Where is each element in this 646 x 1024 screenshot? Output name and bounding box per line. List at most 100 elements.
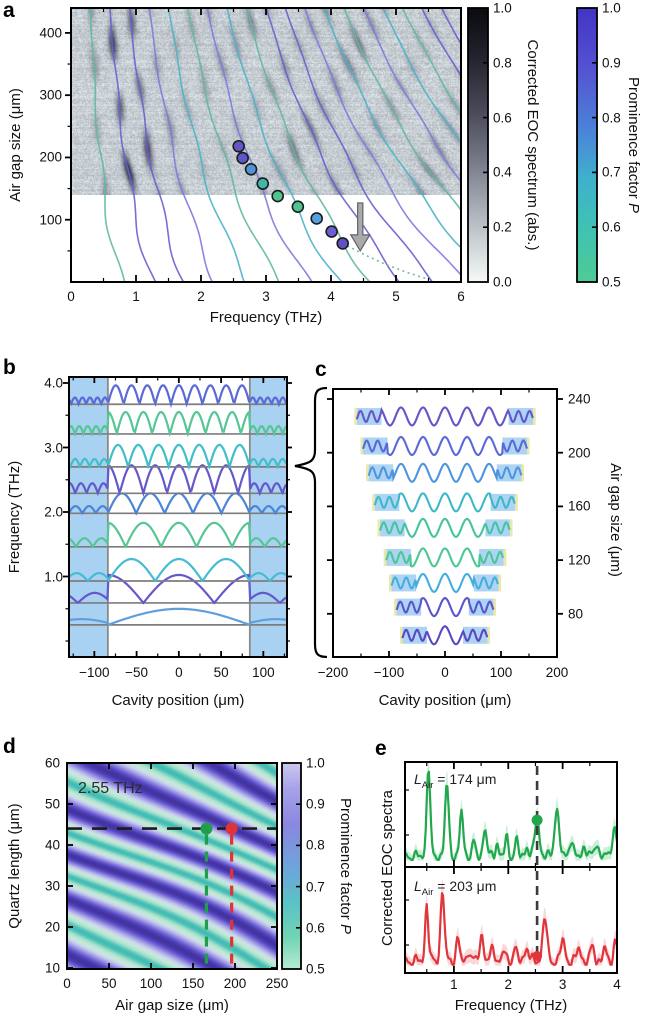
mirror-outer-edge xyxy=(503,548,507,566)
mirror-outer-edge xyxy=(399,626,403,644)
spectrum xyxy=(405,878,617,966)
mirror-outer-edge xyxy=(527,437,530,455)
panel-e-bottom-spectrum-label: LAir = 203 μm xyxy=(414,878,496,898)
panel-b-x-tick: −50 xyxy=(125,665,149,680)
panel-b-right-mirror-region xyxy=(249,377,287,657)
panel-c-x-tick: 0 xyxy=(441,665,449,680)
resonance-branch xyxy=(284,8,434,282)
panel-d-colorbar-label-symbol: P xyxy=(337,923,354,934)
cavity-mode-wave xyxy=(367,462,523,483)
panel-d-ticks xyxy=(66,762,278,969)
prominence-dot xyxy=(236,151,249,165)
cavity-mode-profile xyxy=(67,443,288,471)
colorbar-prominence-tick: 0.5 xyxy=(602,274,621,290)
panel-c-x-tick: 200 xyxy=(545,665,569,680)
cavity-mode-profile xyxy=(67,384,288,409)
colorbar-eoc-tick: 0.6 xyxy=(493,109,512,125)
cavity-mode-profile xyxy=(68,573,287,605)
panel-d-label: d xyxy=(3,735,16,758)
spectrum-line xyxy=(405,892,617,966)
panel-a-x-tick: 5 xyxy=(392,289,400,304)
air-length-subscript: Air xyxy=(421,779,434,791)
mirror-outer-edge xyxy=(360,437,363,455)
colorbar-eoc-tick: 0.8 xyxy=(493,55,512,71)
colorbar-prominence-frame xyxy=(576,7,598,283)
panel-d-colorbar-label: Prominence factor P xyxy=(334,716,356,1016)
resonance-branch xyxy=(226,8,344,282)
panel-d-frequency-annotation: 2.55 THz xyxy=(78,780,143,797)
panel-a-mode-branches xyxy=(89,8,461,282)
mirror-outer-edge xyxy=(533,407,536,425)
mirror-outer-edge xyxy=(366,464,369,482)
resonance-branch xyxy=(362,8,461,183)
panel-c-y-tick: 160 xyxy=(568,498,591,514)
panel-c-mode-rows xyxy=(354,406,536,646)
panel-d-x-tick: 0 xyxy=(63,976,71,991)
panel-d-colorbar-tick: 0.8 xyxy=(306,837,325,853)
panel-c-y-tick: 240 xyxy=(568,391,591,407)
cavity-mode-wave xyxy=(390,572,499,593)
mirror-outer-edge xyxy=(521,464,524,482)
air-length-symbol: L xyxy=(414,878,422,894)
colorbar-eoc-frame xyxy=(467,7,489,283)
panel-a-x-tick: 1 xyxy=(132,289,140,304)
panel-a-x-tick: 6 xyxy=(457,289,465,304)
prominence-dot xyxy=(232,139,245,153)
colorbar-prominence-tick: 0.9 xyxy=(602,55,621,71)
panel-a-y-axis-label: Air gap size (μm) xyxy=(7,88,24,202)
panel-d-y-axis-label: Quartz length (μm) xyxy=(6,803,23,929)
colorbar-eoc xyxy=(468,8,488,282)
panel-d-x-tick: 100 xyxy=(139,976,163,991)
panel-c-x-tick: −100 xyxy=(373,665,405,680)
panel-a-x-axis-label: Frequency (THz) xyxy=(209,309,323,326)
panel-a-noise-heatmap xyxy=(71,8,461,195)
mirror-outer-edge xyxy=(509,519,513,537)
colorbar-eoc-label: Corrected EOC spectrum (abs.) xyxy=(524,39,541,251)
prominence-dot xyxy=(310,212,324,225)
panel-b-y-tick: 3.0 xyxy=(44,439,63,455)
resonance-branch xyxy=(440,8,461,46)
mirror-outer-edge xyxy=(487,626,491,644)
green-operating-point-dot xyxy=(200,822,213,835)
panel-d-y-tick: 10 xyxy=(44,960,60,976)
spectrum-line xyxy=(405,770,617,861)
panel-d-y-tick: 20 xyxy=(44,919,60,935)
panel-a-x-tick: 0 xyxy=(67,289,75,304)
resonance-branch xyxy=(401,8,461,115)
mirror-outer-edge xyxy=(383,548,387,566)
panel-d-x-tick: 50 xyxy=(101,976,117,991)
panel-e-x-tick: 3 xyxy=(558,977,567,992)
panel-a-y-tick: 100 xyxy=(39,211,62,227)
panel-c-x-axis-label: Cavity position (μm) xyxy=(378,692,512,709)
resonance-branch xyxy=(265,8,401,282)
resonance-branch xyxy=(128,8,185,282)
mirror-outer-edge xyxy=(493,598,496,616)
panel-a-x-tick: 2 xyxy=(197,289,205,304)
panel-d-x-tick: 150 xyxy=(181,976,205,991)
air-length-symbol: L xyxy=(414,771,422,787)
mirror-outer-edge xyxy=(498,574,501,592)
panel-c-y-tick: 200 xyxy=(568,444,591,460)
colorbar-prominence-label-text: Prominence factor xyxy=(625,77,642,203)
resonance-branch xyxy=(109,8,157,282)
colorbar-prominence-tick: 0.7 xyxy=(602,164,621,180)
prominence-dot xyxy=(325,225,338,238)
panel-c-x-tick: 100 xyxy=(489,665,513,680)
panel-e-y-axis-label: Corrected EOC spectra xyxy=(379,790,396,946)
panel-e-x-axis-label: Frequency (THz) xyxy=(454,997,568,1014)
panel-e-top-spectrum-label: LAir = 174 μm xyxy=(414,771,496,791)
panel-d-y-tick: 50 xyxy=(44,796,60,812)
colorbar-eoc-tick: 0.2 xyxy=(493,219,512,235)
prominence-dot xyxy=(244,162,258,176)
panel-d-x-tick: 200 xyxy=(223,976,247,991)
panel-d-colorbar-tick: 0.7 xyxy=(306,878,325,894)
resonance-branch xyxy=(148,8,214,282)
panel-b-y-axis-label: Frequency (THz) xyxy=(6,460,23,574)
cavity-mode-profile xyxy=(68,463,288,498)
cavity-mode-profile xyxy=(68,409,288,438)
panel-d-colorbar xyxy=(282,763,301,969)
colorbar-eoc-tick: 0.4 xyxy=(493,164,512,180)
panel-d-colorbar-tick: 0.6 xyxy=(306,920,325,936)
panel-d-colorbar-tick: 0.5 xyxy=(306,961,325,977)
